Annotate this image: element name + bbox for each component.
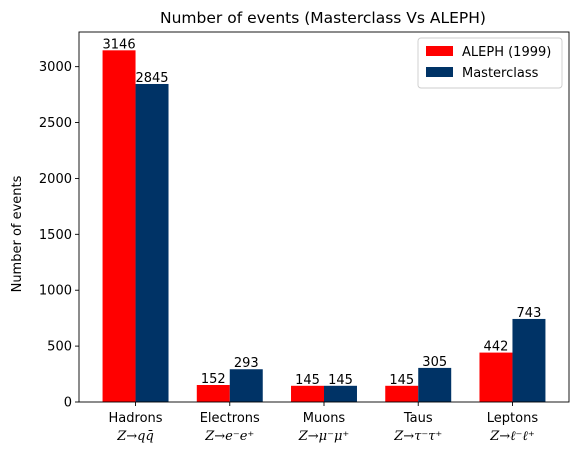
data-label: 152 [201,372,226,387]
x-tick-label: Electrons [200,411,260,426]
bar-masterclass-muons [324,385,357,402]
x-tick-label: Hadrons [109,411,163,426]
bar-aleph-leptons [479,352,513,402]
bar-aleph-hadrons [102,50,136,402]
x-tick-label: Muons [303,411,346,426]
legend-label-aleph: ALEPH (1999) [462,45,551,60]
y-axis-label: Number of events [10,175,25,292]
data-label: 305 [422,355,447,370]
legend-swatch-aleph [426,46,453,56]
data-label: 743 [517,306,542,321]
x-tick-sublabel: Z→μ⁻μ⁺ [298,429,350,444]
x-tick-sublabel: Z→τ⁻τ⁺ [393,429,442,444]
y-tick-label: 1000 [39,284,72,299]
x-tick-sublabel: Z→ℓ⁻ℓ⁺ [489,429,534,444]
bar-aleph-taus [385,385,419,402]
x-tick-sublabel: Z→qq̄ [116,429,154,444]
bar-aleph-electrons [196,385,230,402]
plot-frame [78,31,570,403]
legend: ALEPH (1999) Masterclass [417,37,563,89]
legend-label-masterclass: Masterclass [462,66,539,81]
y-tick-label: 2000 [39,172,72,187]
chart-title: Number of events (Masterclass Vs ALEPH) [160,9,486,27]
data-label: 2845 [135,71,168,86]
x-tick-label: Leptons [487,411,539,426]
y-tick-label: 0 [64,396,72,411]
data-label: 442 [484,340,509,355]
data-label: 3146 [103,37,136,52]
bar-masterclass-electrons [229,369,263,402]
bar-masterclass-taus [418,367,452,402]
x-tick-sublabel: Z→e⁻e⁺ [204,429,254,444]
data-label: 145 [389,373,414,388]
bar-masterclass-hadrons [135,83,169,402]
legend-box [417,37,563,89]
data-label: 145 [328,373,353,388]
y-tick-label: 3000 [39,60,72,75]
y-tick-label: 2500 [39,116,72,131]
bar-aleph-muons [291,385,324,402]
legend-swatch-masterclass [426,67,453,77]
y-tick-label: 1500 [39,228,72,243]
data-label: 145 [295,373,320,388]
bar-masterclass-leptons [512,318,546,402]
data-label: 293 [234,356,259,371]
y-tick-label: 500 [47,340,72,355]
x-tick-label: Taus [403,411,433,426]
